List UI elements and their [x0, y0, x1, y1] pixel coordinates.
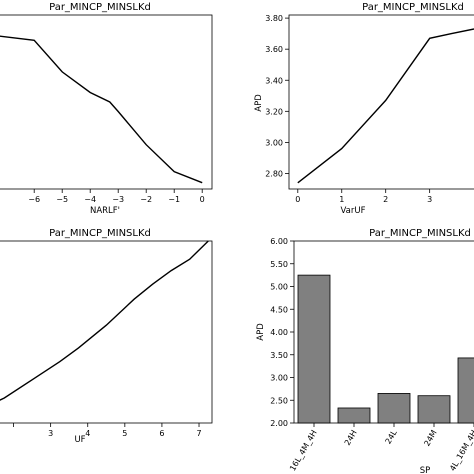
- x-tick-label: 7: [196, 429, 201, 438]
- panel-sp: Par_MINCP_MINSLKd 2.00 2.50 3.00 3.50 4.00 4.…: [256, 228, 474, 474]
- x-tick-label: −4: [84, 195, 96, 204]
- plot-frame: [0, 14, 213, 190]
- axis-ticks: 3 4 5 6 7: [13, 423, 202, 438]
- x-tick-label: 5: [122, 429, 127, 438]
- panel-uf: Par_MINCP_MINSLKd 3 4 5 6 7 UF: [0, 228, 213, 445]
- y-tick-label: 3.00: [270, 374, 288, 383]
- bar: [417, 395, 451, 424]
- x-tick-label: −1: [168, 195, 180, 204]
- y-tick-label: 3.60: [265, 45, 283, 54]
- x-tick-label: −5: [56, 195, 68, 204]
- series-line: [297, 28, 474, 184]
- x-tick-label: 1: [339, 195, 344, 204]
- bar: [337, 407, 371, 424]
- x-tick-label: 4L_16M_4H: [448, 429, 474, 473]
- y-tick-label: 3.20: [265, 107, 283, 116]
- y-tick-label: 3.80: [265, 14, 283, 23]
- axis-ticks: −6 −5 −4 −3 −2 −1 0: [28, 189, 205, 204]
- x-tick-label: 24L: [384, 428, 399, 446]
- series-group: [0, 240, 209, 401]
- x-tick-label: 4: [85, 429, 90, 438]
- x-tick-label: −2: [140, 195, 152, 204]
- bar: [297, 274, 331, 424]
- x-tick-label: 24H: [343, 429, 359, 448]
- series-line: [0, 35, 203, 184]
- x-tick-label: 16L_4M_4H: [288, 429, 319, 473]
- x-tick-label: 3: [427, 195, 432, 204]
- bar: [377, 393, 411, 424]
- x-tick-label: 24M: [422, 428, 438, 447]
- y-tick-label: 4.00: [270, 328, 288, 337]
- x-tick-label: 0: [200, 195, 205, 204]
- x-tick-label: 6: [159, 429, 164, 438]
- axis-ticks: 2.80 3.00 3.20 3.40 3.60 3.80 0 1 2 3: [265, 14, 432, 204]
- x-axis-label: UF: [74, 435, 85, 445]
- chart-title: Par_MINCP_MINSLKd: [369, 228, 471, 239]
- y-axis-label: APD: [254, 94, 264, 112]
- x-tick-label: 2: [383, 195, 388, 204]
- series-group: [297, 28, 474, 184]
- y-tick-label: 3.50: [270, 351, 288, 360]
- y-tick-label: 4.50: [270, 305, 288, 314]
- chart-title: Par_MINCP_MINSLKd: [49, 228, 151, 239]
- series-line: [0, 240, 209, 401]
- x-tick-label: −3: [112, 195, 124, 204]
- x-tick-label: 3: [48, 429, 53, 438]
- y-axis-label: APD: [256, 323, 266, 341]
- panel-narlf: Par_MINCP_MINSLKd −6 −5 −4 −3 −2 −1 0 NARLF': [0, 2, 213, 216]
- x-tick-label: −6: [28, 195, 40, 204]
- panel-varuf: Par_MINCP_MINSLKd 2.80 3.00 3.20 3.40 3.60 3.…: [254, 2, 474, 216]
- y-tick-label: 2.50: [270, 396, 288, 405]
- y-tick-label: 6.00: [270, 237, 288, 246]
- x-axis-label: SP: [420, 466, 431, 474]
- y-tick-label: 3.40: [265, 76, 283, 85]
- y-tick-label: 2.80: [265, 169, 283, 178]
- plot-frame: [0, 240, 213, 424]
- y-tick-label: 5.00: [270, 283, 288, 292]
- chart-title: Par_MINCP_MINSLKd: [49, 2, 151, 13]
- x-axis-label: NARLF': [90, 206, 120, 216]
- plot-frame: [288, 14, 474, 190]
- x-tick-label: 0: [295, 195, 300, 204]
- chart-title: Par_MINCP_MINSLKd: [362, 2, 464, 13]
- y-tick-label: 5.50: [270, 260, 288, 269]
- bar: [457, 357, 474, 424]
- y-tick-label: 3.00: [265, 138, 283, 147]
- series-group: [297, 274, 474, 424]
- series-group: [0, 35, 203, 184]
- y-tick-label: 2.00: [270, 419, 288, 428]
- x-axis-label: VarUF: [341, 206, 366, 216]
